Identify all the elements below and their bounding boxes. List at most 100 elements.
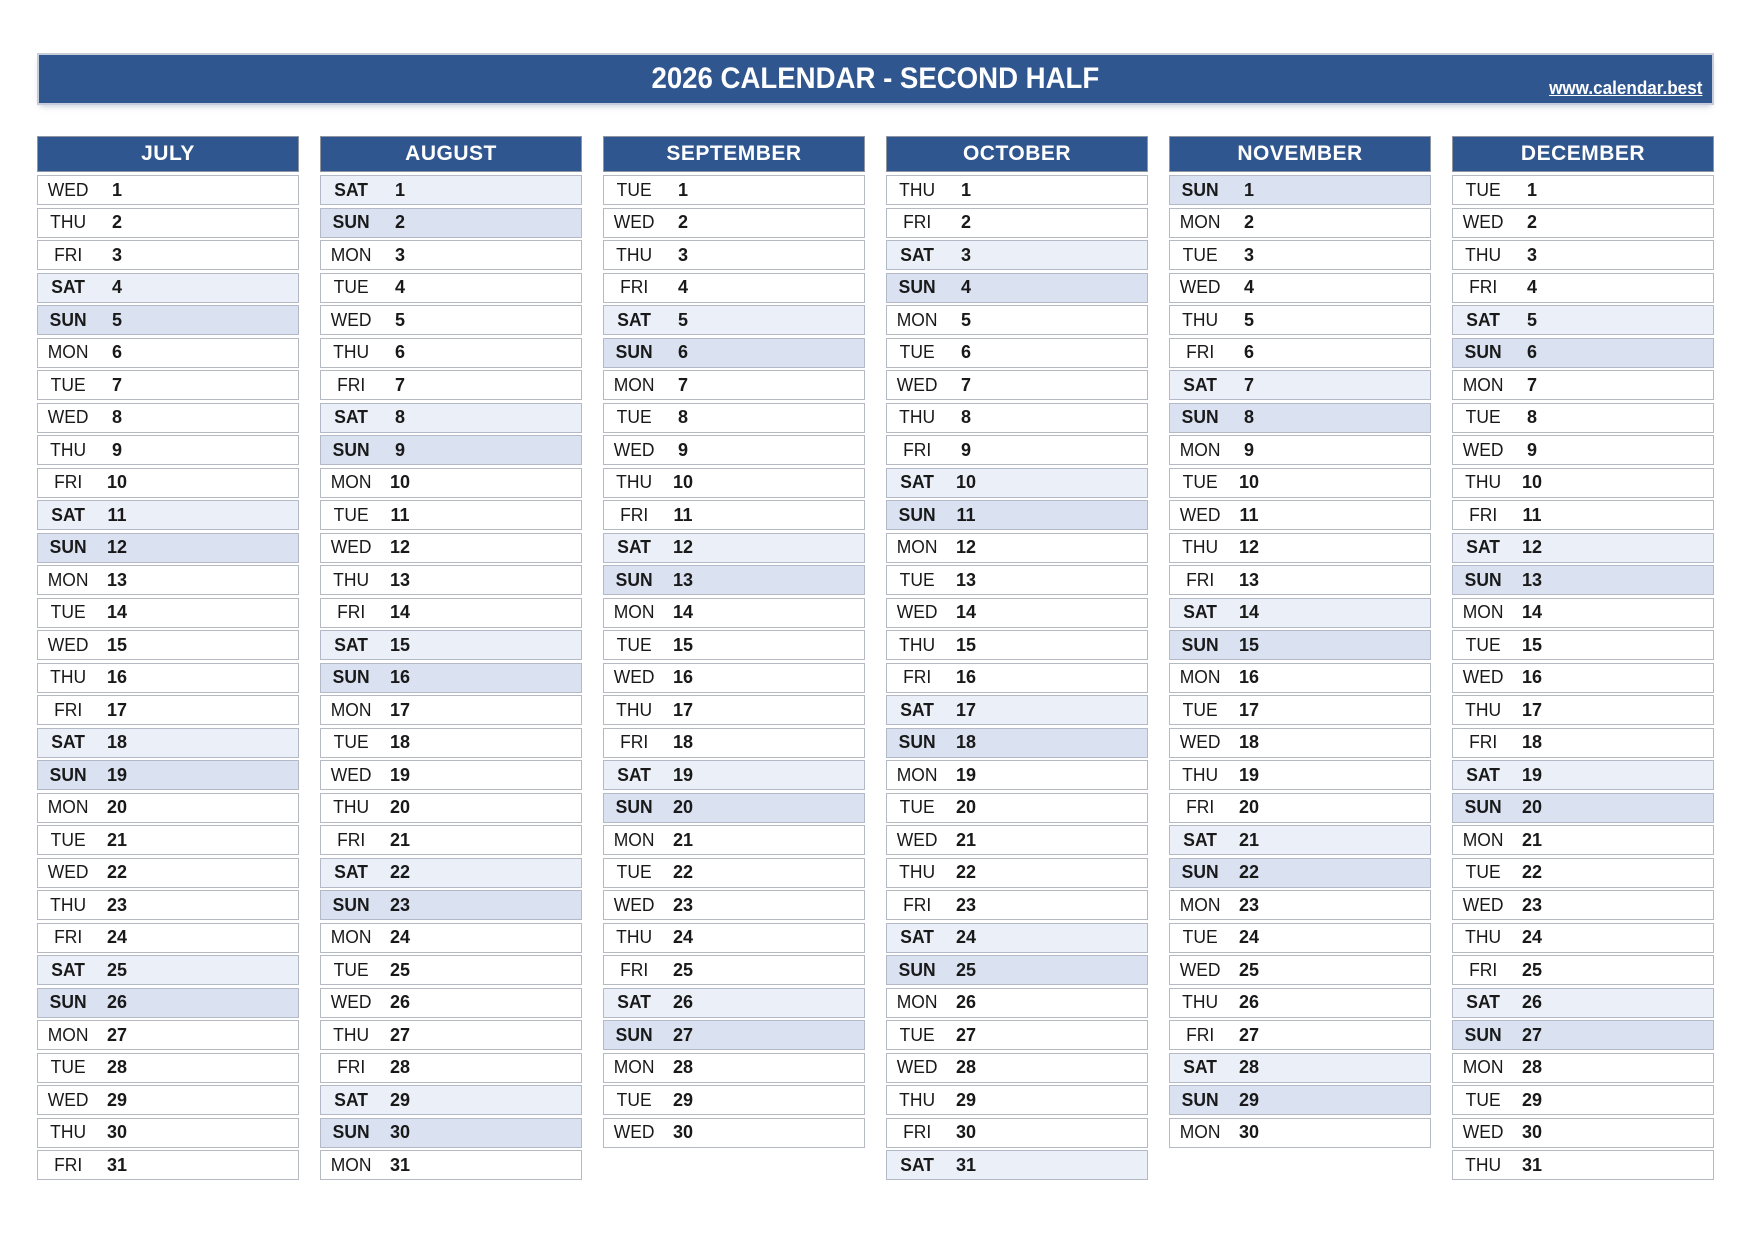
- day-abbrev: FRI: [1186, 1024, 1215, 1045]
- day-abbrev: FRI: [620, 959, 649, 980]
- day-row-october-14: WED 14: [886, 597, 1148, 628]
- day-number: 29: [672, 1089, 694, 1110]
- day-row-december-2: WED 2: [1452, 207, 1714, 238]
- day-number: 2: [677, 212, 688, 232]
- day-row-august-29: SAT 29: [320, 1085, 582, 1115]
- day-abbrev: WED: [896, 602, 938, 622]
- day-abbrev: FRI: [903, 1122, 932, 1142]
- day-abbrev: SAT: [900, 927, 934, 947]
- day-number: 22: [106, 862, 128, 882]
- day-number: 20: [106, 797, 128, 817]
- day-row-september-28: MON 28: [603, 1052, 865, 1083]
- day-abbrev: WED: [330, 309, 372, 330]
- day-row-december-5: SAT 5: [1452, 305, 1714, 335]
- day-number: 25: [955, 959, 977, 980]
- day-abbrev: WED: [613, 1122, 655, 1142]
- day-number: 28: [1238, 1057, 1260, 1077]
- day-abbrev: TUE: [333, 732, 369, 752]
- day-abbrev: WED: [330, 764, 372, 785]
- day-abbrev: SAT: [900, 244, 934, 265]
- day-abbrev: WED: [1462, 212, 1504, 232]
- day-row-november-15: SUN 15: [1169, 630, 1431, 660]
- day-abbrev: SUN: [615, 342, 653, 362]
- day-abbrev: MON: [896, 992, 938, 1012]
- day-row-september-5: SAT 5: [603, 305, 865, 335]
- day-number: 10: [389, 472, 411, 492]
- day-number: 13: [955, 569, 977, 590]
- day-abbrev: SUN: [1181, 862, 1219, 882]
- day-abbrev: THU: [1465, 244, 1502, 265]
- day-number: 24: [1521, 927, 1543, 947]
- day-number: 30: [955, 1122, 977, 1142]
- day-row-october-29: THU 29: [886, 1085, 1148, 1115]
- day-abbrev: MON: [47, 1024, 89, 1045]
- day-row-october-28: WED 28: [886, 1052, 1148, 1083]
- day-row-september-17: THU 17: [603, 695, 865, 725]
- day-abbrev: FRI: [337, 602, 366, 622]
- day-abbrev: SAT: [1466, 992, 1500, 1012]
- day-abbrev: SUN: [898, 504, 936, 525]
- day-number: 6: [1243, 342, 1254, 362]
- day-row-august-23: SUN 23: [320, 890, 582, 920]
- day-row-november-17: TUE 17: [1169, 695, 1431, 725]
- day-abbrev: MON: [1462, 602, 1504, 622]
- day-row-august-18: TUE 18: [320, 727, 582, 758]
- day-abbrev: WED: [1462, 1122, 1504, 1142]
- day-row-november-20: FRI 20: [1169, 792, 1431, 823]
- day-number: 26: [1238, 992, 1260, 1012]
- day-number: 15: [955, 634, 977, 655]
- day-number: 5: [960, 309, 971, 330]
- day-number: 16: [106, 667, 128, 687]
- day-row-july-16: THU 16: [37, 662, 299, 693]
- day-abbrev: MON: [613, 602, 655, 622]
- day-number: 16: [672, 667, 694, 687]
- day-abbrev: TUE: [1182, 927, 1218, 947]
- day-number: 9: [394, 439, 405, 460]
- day-abbrev: THU: [50, 667, 87, 687]
- day-row-october-16: FRI 16: [886, 662, 1148, 693]
- day-number: 2: [960, 212, 971, 232]
- day-abbrev: FRI: [1186, 797, 1215, 817]
- website-link[interactable]: www.calendar.best: [1548, 78, 1702, 98]
- day-number: 27: [672, 1024, 694, 1045]
- day-row-december-12: SAT 12: [1452, 532, 1714, 563]
- day-number: 25: [1521, 959, 1543, 980]
- day-abbrev: SUN: [1181, 407, 1219, 427]
- day-number: 14: [1521, 602, 1543, 622]
- day-abbrev: THU: [1182, 537, 1219, 557]
- day-abbrev: SAT: [1466, 309, 1500, 330]
- day-abbrev: SUN: [1464, 797, 1502, 817]
- day-abbrev: SAT: [334, 1089, 368, 1110]
- day-row-november-10: TUE 10: [1169, 467, 1431, 498]
- day-number: 30: [106, 1122, 128, 1142]
- day-abbrev: FRI: [903, 667, 932, 687]
- day-row-august-31: MON 31: [320, 1150, 582, 1180]
- day-number: 17: [1521, 699, 1543, 720]
- day-abbrev: THU: [50, 439, 87, 460]
- day-row-november-21: SAT 21: [1169, 825, 1431, 855]
- day-number: 18: [672, 732, 694, 752]
- day-row-october-24: SAT 24: [886, 922, 1148, 953]
- day-abbrev: FRI: [1469, 732, 1498, 752]
- title-banner: 2026 CALENDAR - SECOND HALF www.calendar…: [37, 53, 1714, 105]
- day-abbrev: MON: [613, 374, 655, 395]
- day-row-november-11: WED 11: [1169, 500, 1431, 530]
- day-number: 22: [1521, 862, 1543, 882]
- day-number: 31: [106, 1154, 128, 1175]
- day-abbrev: TUE: [1182, 699, 1218, 720]
- day-row-september-23: WED 23: [603, 890, 865, 920]
- day-number: 26: [1521, 992, 1543, 1012]
- day-abbrev: FRI: [1469, 504, 1498, 525]
- day-number: 18: [1238, 732, 1260, 752]
- day-number: 12: [106, 537, 128, 557]
- day-number: 1: [960, 179, 971, 200]
- day-row-december-29: TUE 29: [1452, 1085, 1714, 1115]
- day-abbrev: THU: [899, 407, 936, 427]
- day-row-december-6: SUN 6: [1452, 337, 1714, 368]
- day-abbrev: MON: [330, 927, 372, 947]
- day-number: 27: [106, 1024, 128, 1045]
- day-abbrev: MON: [1179, 667, 1221, 687]
- day-row-october-9: FRI 9: [886, 435, 1148, 465]
- day-abbrev: THU: [50, 894, 87, 915]
- day-abbrev: MON: [47, 797, 89, 817]
